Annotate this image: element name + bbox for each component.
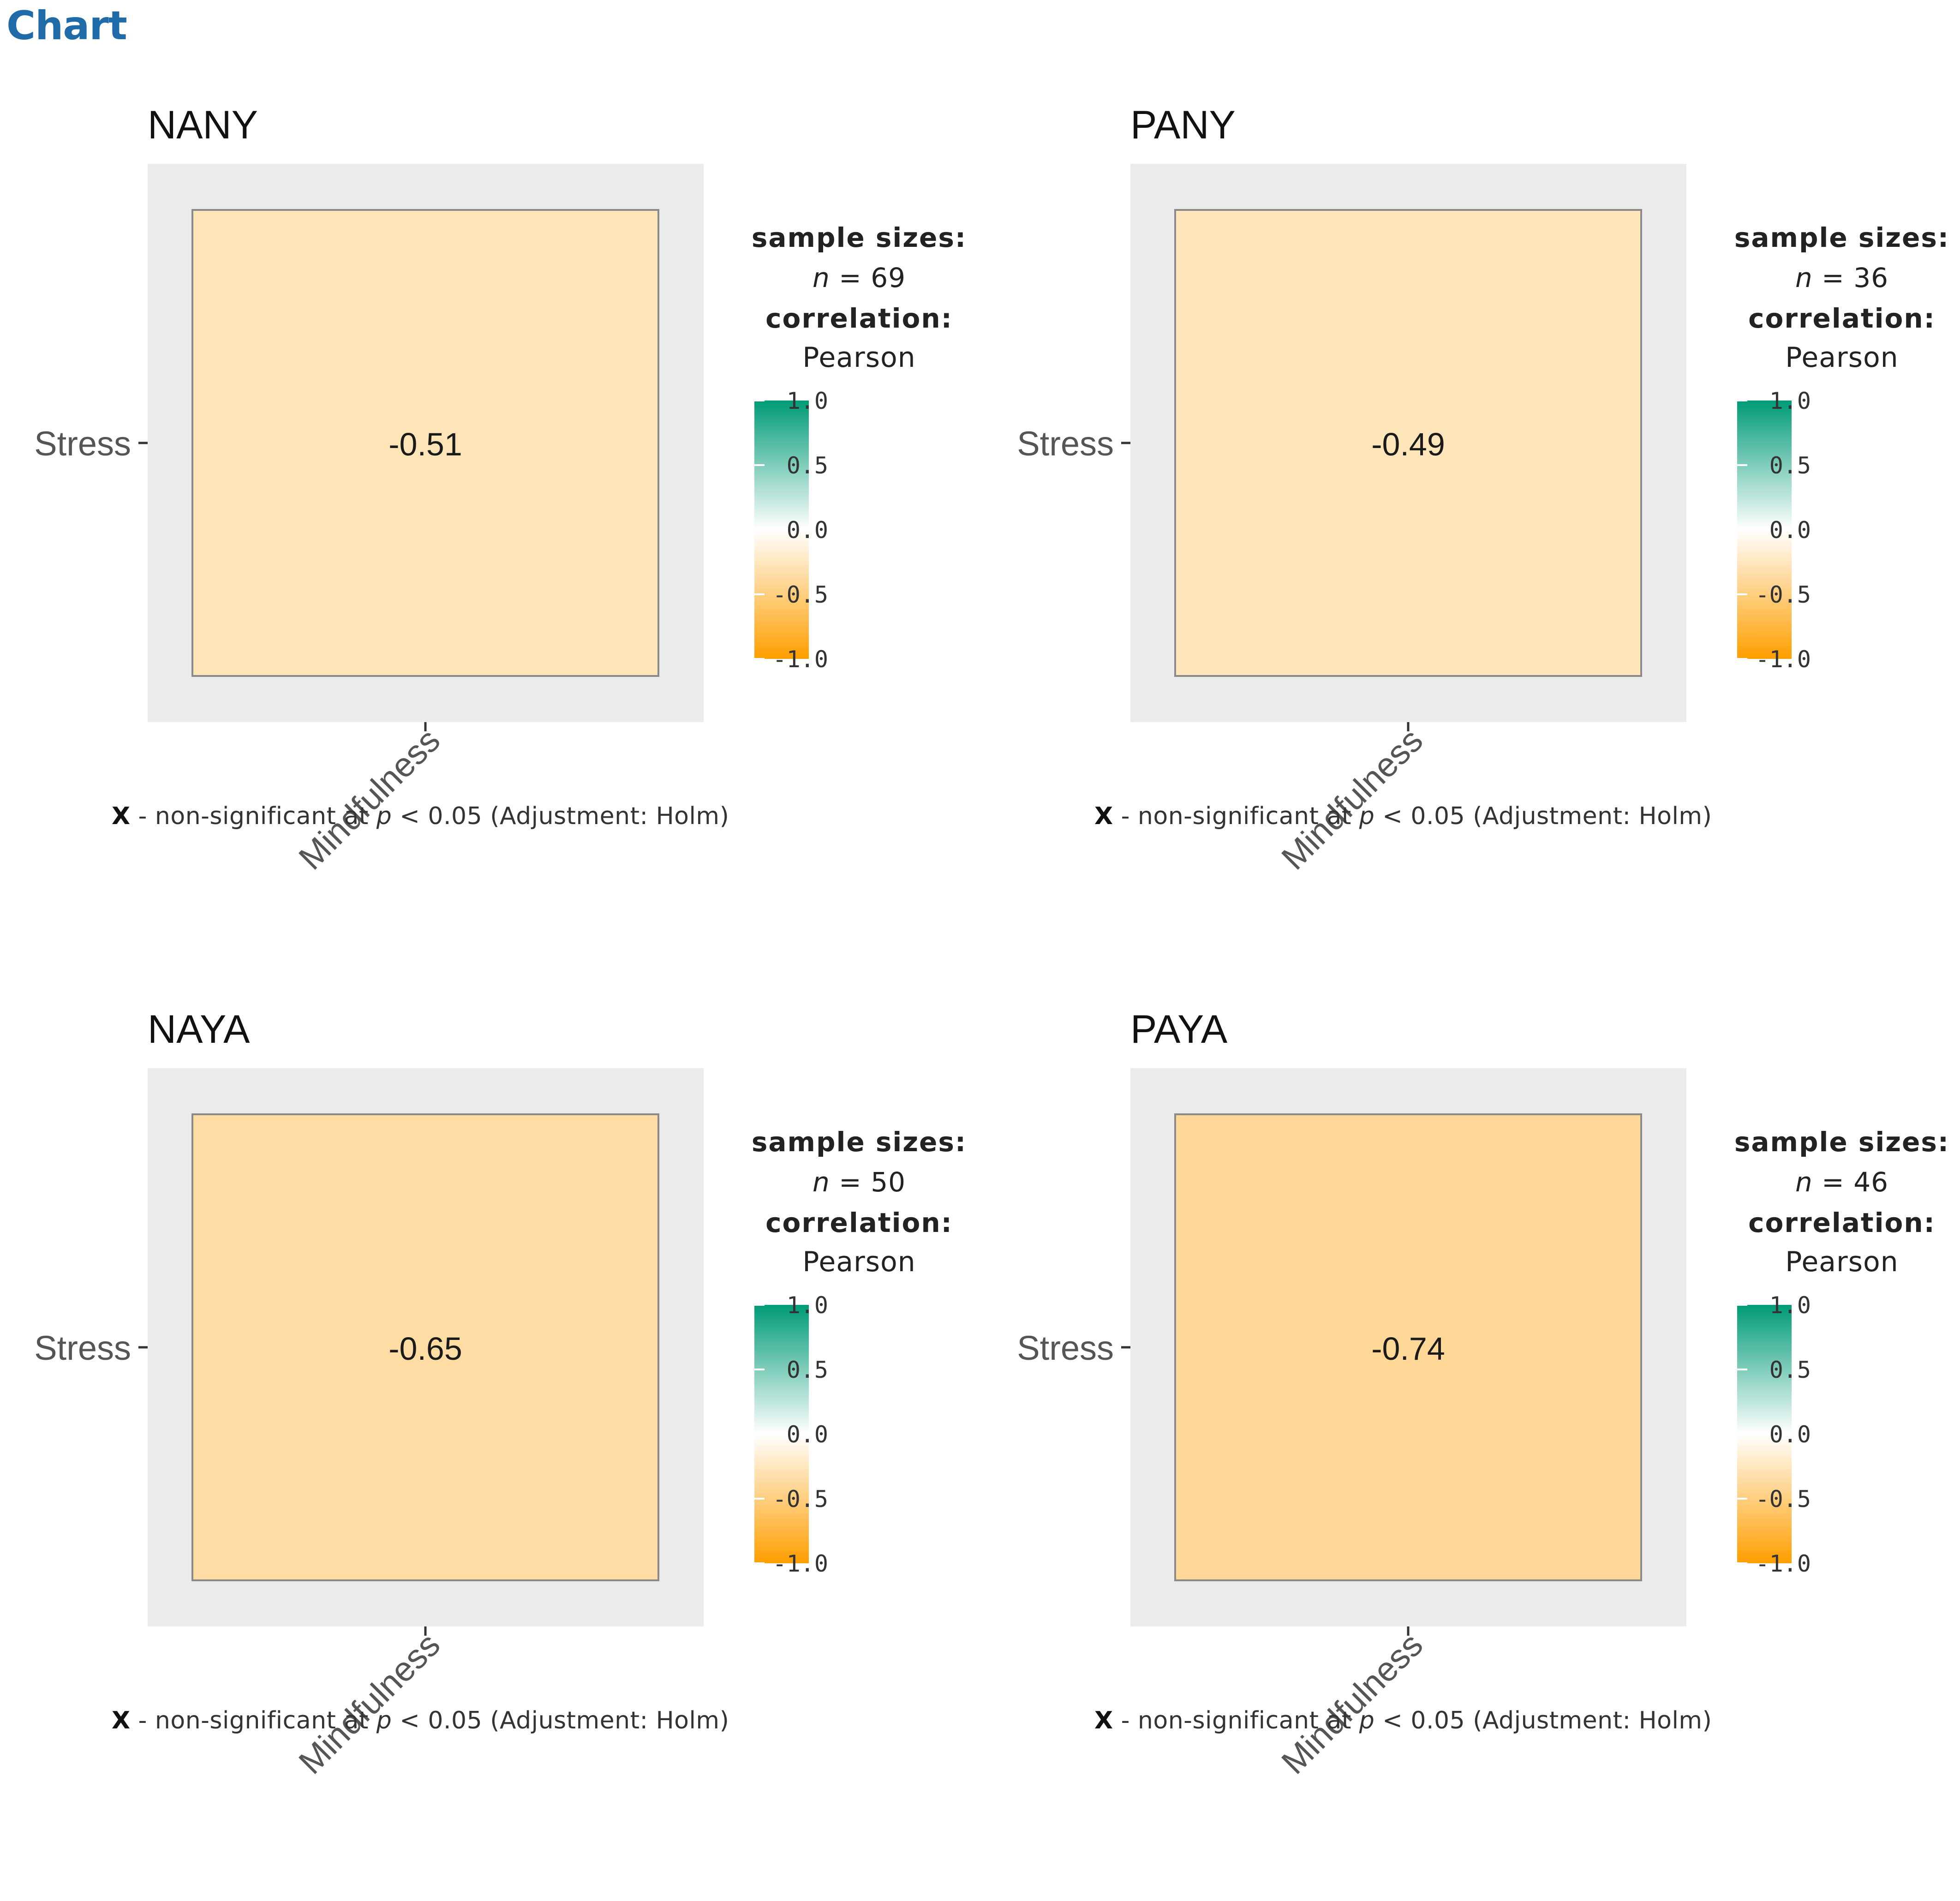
legend-sample-sizes-heading: sample sizes: — [1734, 222, 1949, 253]
legend-sample-sizes-heading: sample sizes: — [752, 222, 967, 253]
correlation-panel-naya: NAYA -0.65 Stress Mindfulness sample sizes: n… — [0, 992, 980, 1899]
legend-method: Pearson — [802, 341, 915, 374]
legend-tick-label: -1.0 — [1756, 1550, 1811, 1577]
heatmap-cell — [191, 1113, 659, 1581]
legend-correlation-heading: correlation: — [1748, 303, 1936, 334]
x-tick-label: Mindfulness — [1274, 721, 1430, 877]
cell-value-label: -0.65 — [388, 1331, 462, 1367]
legend-method: Pearson — [1785, 1246, 1898, 1278]
heatmap-svg: PAYA -0.74 Stress Mindfulness sample sizes: n… — [1017, 1007, 1949, 1781]
panel-title: PAYA — [1130, 1007, 1228, 1052]
heatmap-cell — [1174, 209, 1642, 677]
x-tick-label: Mindfulness — [291, 721, 447, 877]
heatmap-svg: PANY -0.49 Stress Mindfulness sample sizes: n… — [1017, 103, 1949, 877]
panel-title: NANY — [148, 103, 258, 147]
y-tick-label: Stress — [1017, 1329, 1114, 1367]
correlation-panel-paya: PAYA -0.74 Stress Mindfulness sample sizes: n… — [983, 992, 1960, 1899]
legend-tick-label: -1.0 — [773, 1550, 828, 1577]
significance-caption: X - non-significant at p < 0.05 (Adjustm… — [112, 802, 729, 830]
legend-tick-label: -0.5 — [1756, 1486, 1811, 1512]
x-tick-label: Mindfulness — [291, 1626, 447, 1781]
legend-method: Pearson — [1785, 341, 1898, 374]
legend-method: Pearson — [802, 1246, 915, 1278]
legend-tick-label: -1.0 — [773, 646, 828, 673]
legend-tick-label: 0.5 — [1769, 452, 1811, 479]
x-tick-label: Mindfulness — [1274, 1626, 1430, 1781]
legend-tick-label: -0.5 — [773, 581, 828, 608]
heatmap-svg: NAYA -0.65 Stress Mindfulness sample sizes: n… — [34, 1007, 967, 1781]
correlation-panel-pany: PANY -0.49 Stress Mindfulness sample sizes: n… — [983, 88, 1960, 995]
significance-caption: X - non-significant at p < 0.05 (Adjustm… — [1094, 802, 1712, 830]
legend-correlation-heading: correlation: — [1748, 1207, 1936, 1238]
y-tick-label: Stress — [1017, 424, 1114, 463]
legend-tick-label: 1.0 — [787, 1292, 828, 1319]
legend-sample-size: n = 69 — [813, 262, 906, 293]
heatmap-cell — [191, 209, 659, 677]
legend-tick-label: 1.0 — [787, 388, 828, 414]
legend-tick-label: -1.0 — [1756, 646, 1811, 673]
heatmap-svg: NANY -0.51 Stress Mindfulness sample sizes: n… — [34, 103, 967, 877]
legend-tick-label: -0.5 — [1756, 581, 1811, 608]
legend-sample-sizes-heading: sample sizes: — [752, 1126, 967, 1158]
significance-caption: X - non-significant at p < 0.05 (Adjustm… — [112, 1707, 729, 1734]
legend-sample-size: n = 46 — [1795, 1166, 1888, 1198]
significance-caption: X - non-significant at p < 0.05 (Adjustm… — [1094, 1707, 1712, 1734]
legend-correlation-heading: correlation: — [765, 303, 953, 334]
legend-tick-label: -0.5 — [773, 1486, 828, 1512]
legend-tick-label: 0.0 — [787, 1421, 828, 1448]
page-title: Chart — [6, 3, 127, 49]
legend-tick-label: 0.0 — [787, 517, 828, 544]
legend-sample-size: n = 36 — [1795, 262, 1888, 293]
legend-tick-label: 0.5 — [1769, 1357, 1811, 1383]
legend-tick-label: 0.0 — [1769, 1421, 1811, 1448]
cell-value-label: -0.51 — [388, 426, 462, 462]
heatmap-cell — [1174, 1113, 1642, 1581]
correlation-panel-nany: NANY -0.51 Stress Mindfulness sample sizes: n… — [0, 88, 980, 995]
cell-value-label: -0.74 — [1371, 1331, 1445, 1367]
panel-title: PANY — [1130, 103, 1236, 147]
legend-tick-label: 0.0 — [1769, 517, 1811, 544]
legend-tick-label: 1.0 — [1769, 388, 1811, 414]
cell-value-label: -0.49 — [1371, 426, 1445, 462]
legend-correlation-heading: correlation: — [765, 1207, 953, 1238]
legend-sample-size: n = 50 — [813, 1166, 906, 1198]
panel-title: NAYA — [148, 1007, 250, 1052]
legend-tick-label: 1.0 — [1769, 1292, 1811, 1319]
legend-tick-label: 0.5 — [787, 1357, 828, 1383]
legend-tick-label: 0.5 — [787, 452, 828, 479]
legend-sample-sizes-heading: sample sizes: — [1734, 1126, 1949, 1158]
y-tick-label: Stress — [34, 424, 131, 463]
y-tick-label: Stress — [34, 1329, 131, 1367]
